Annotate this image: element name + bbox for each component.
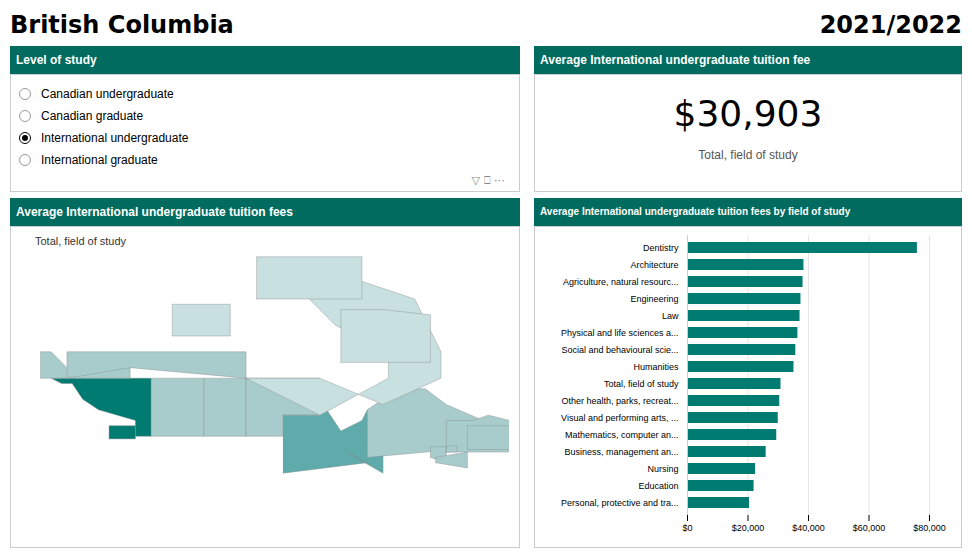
svg-text:Law: Law — [662, 311, 679, 321]
html-text:Average International undergra: Average International undergraduate tuit… — [540, 206, 851, 217]
svg-text:Education: Education — [638, 481, 678, 491]
svg-text:Social and behavioural scie...: Social and behavioural scie... — [561, 345, 678, 355]
svg-text:Personal, protective and tra..: Personal, protective and tra... — [561, 498, 679, 508]
svg-text:$60,000: $60,000 — [853, 523, 886, 533]
svg-text:Nursing: Nursing — [647, 464, 678, 474]
svg-text:Total, field of study: Total, field of study — [604, 379, 679, 389]
html-text:International undergraduate: International undergraduate — [41, 131, 189, 145]
html-text:$30,903: $30,903 — [673, 93, 823, 134]
html-text:Average International undergra: Average International undergraduate tuit… — [16, 205, 293, 219]
html-text:Canadian graduate: Canadian graduate — [41, 109, 144, 123]
html-text:International graduate: International graduate — [41, 153, 158, 167]
svg-text:Architecture: Architecture — [630, 260, 678, 270]
html-text:Average International undergra: Average International undergraduate tuit… — [540, 53, 811, 67]
html-text:British Columbia: British Columbia — [10, 11, 234, 39]
svg-text:$20,000: $20,000 — [732, 523, 765, 533]
svg-text:Engineering: Engineering — [630, 294, 678, 304]
svg-text:Physical and life sciences a..: Physical and life sciences a... — [561, 328, 679, 338]
svg-text:Agriculture, natural resourc..: Agriculture, natural resourc... — [563, 277, 679, 287]
svg-text:Mathematics, computer an...: Mathematics, computer an... — [565, 430, 679, 440]
svg-text:Visual and performing arts, ..: Visual and performing arts, ... — [561, 413, 678, 423]
svg-text:$80,000: $80,000 — [913, 523, 946, 533]
html-text:Total, field of study: Total, field of study — [35, 235, 127, 247]
svg-text:$40,000: $40,000 — [792, 523, 825, 533]
svg-text:Dentistry: Dentistry — [643, 243, 679, 253]
html-text:Canadian undergraduate: Canadian undergraduate — [41, 87, 174, 101]
html-text:Level of study: Level of study — [16, 53, 97, 67]
svg-text:Business, management an...: Business, management an... — [564, 447, 678, 457]
html-text:Total, field of study: Total, field of study — [698, 148, 798, 162]
svg-text:Other health, parks, recreat..: Other health, parks, recreat... — [561, 396, 678, 406]
svg-text:Humanities: Humanities — [633, 362, 679, 372]
svg-text:$0: $0 — [682, 523, 692, 533]
html-text:2021/2022: 2021/2022 — [819, 11, 962, 39]
